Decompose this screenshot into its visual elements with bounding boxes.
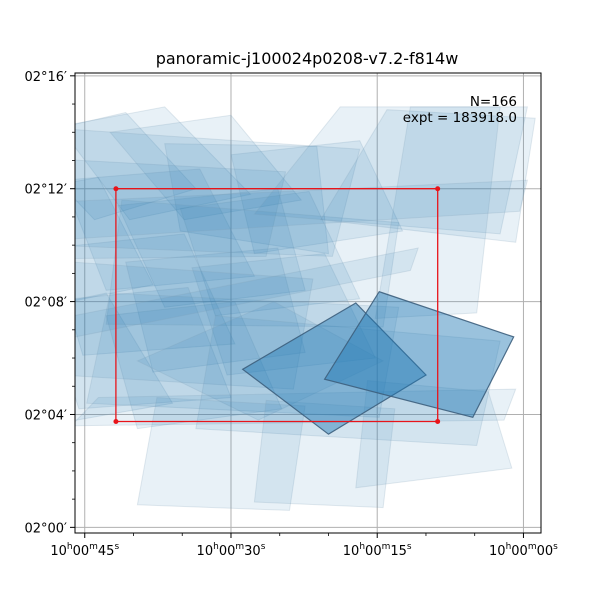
tick-unit-superscript: h [359,542,365,552]
tick-unit-superscript: s [261,542,266,552]
tick-unit-superscript: m [382,542,391,552]
exposure-footprint [75,286,232,410]
y-tick-label-0: 02°00′ [24,521,67,536]
tick-unit-superscript: h [506,542,512,552]
x-tick-label-1: 10h00m30s [197,542,266,559]
tick-number: 10 [197,544,214,559]
highlighted-exposure-1 [241,302,427,435]
exposure-footprint [75,261,314,390]
tick-number: 10 [489,544,506,559]
axis-ticks: 10h00m45s 10h00m30s 10h00m15s 10h00m00s02°0… [24,70,558,559]
tick-number: 00 [365,544,382,559]
exposure-footprint [136,301,385,421]
highlighted-exposures [241,290,515,435]
exposure-footprint [75,176,154,302]
x-tick-label-0: 10h00m45s [50,542,119,559]
x-tick-label-3: 10h00m00s [489,542,558,559]
y-tick-label-3: 02°12′ [24,183,67,198]
tick-number: 45 [98,544,115,559]
exposure-footprint [125,247,306,373]
exposure-footprint [105,301,283,430]
exposure-footprint [136,396,306,511]
exposure-footprint [75,247,419,338]
exposure-footprint [105,199,400,328]
tick-unit-superscript: h [67,542,73,552]
exposure-footprint [195,315,501,447]
highlighted-exposure-2 [323,290,515,419]
y-tick-label-4: 02°16′ [24,70,67,85]
tick-unit-superscript: s [114,542,119,552]
x-tick-label-2: 10h00m15s [343,542,412,559]
target-box-corner-3 [435,419,441,425]
tick-unit-superscript: m [89,542,98,552]
tick-unit-superscript: h [213,542,219,552]
tick-number: 00 [537,544,554,559]
exposure-footprint [75,129,361,257]
exposure-footprint [164,143,330,255]
target-box-corner-2 [435,186,441,192]
tick-unit-superscript: s [553,542,558,552]
tick-number: 00 [219,544,236,559]
chart-title: panoramic-j100024p0208-v7.2-f814w [156,49,459,68]
exposure-footprint [179,190,361,317]
exposure-footprint [75,292,174,421]
y-tick-label-2: 02°08′ [24,296,67,311]
tick-number: 10 [343,544,360,559]
exposure-footprints [75,106,536,511]
plot-frame [74,72,542,534]
tick-unit-superscript: m [235,542,244,552]
tick-number: 00 [73,544,90,559]
exposure-footprint [355,380,513,489]
exposure-footprint [253,399,396,509]
exposure-footprint [109,114,303,221]
target-box-corner-4 [113,419,119,425]
exposure-footprint [319,109,536,243]
exposure-footprint [75,106,252,221]
annotation-count: N=166 [470,94,517,110]
exposure-footprint [117,188,306,308]
exposure-footprint [191,253,377,376]
tick-number: 10 [50,544,67,559]
tick-unit-superscript: s [407,542,412,552]
exposure-footprint [253,106,529,235]
y-tick-label-1: 02°04′ [24,408,67,423]
exposure-footprint [75,159,287,260]
tick-number: 30 [244,544,261,559]
exposure-footprint [75,168,256,291]
target-box-corner-1 [113,186,119,192]
exposure-footprint [75,233,236,356]
tick-number: 00 [511,544,528,559]
exposure-footprint [230,140,404,255]
tick-number: 15 [390,544,407,559]
exposure-footprint [75,179,529,240]
target-box [113,186,441,425]
tick-unit-superscript: m [528,542,537,552]
annotation-exposure-time: expt = 183918.0 [403,110,517,126]
